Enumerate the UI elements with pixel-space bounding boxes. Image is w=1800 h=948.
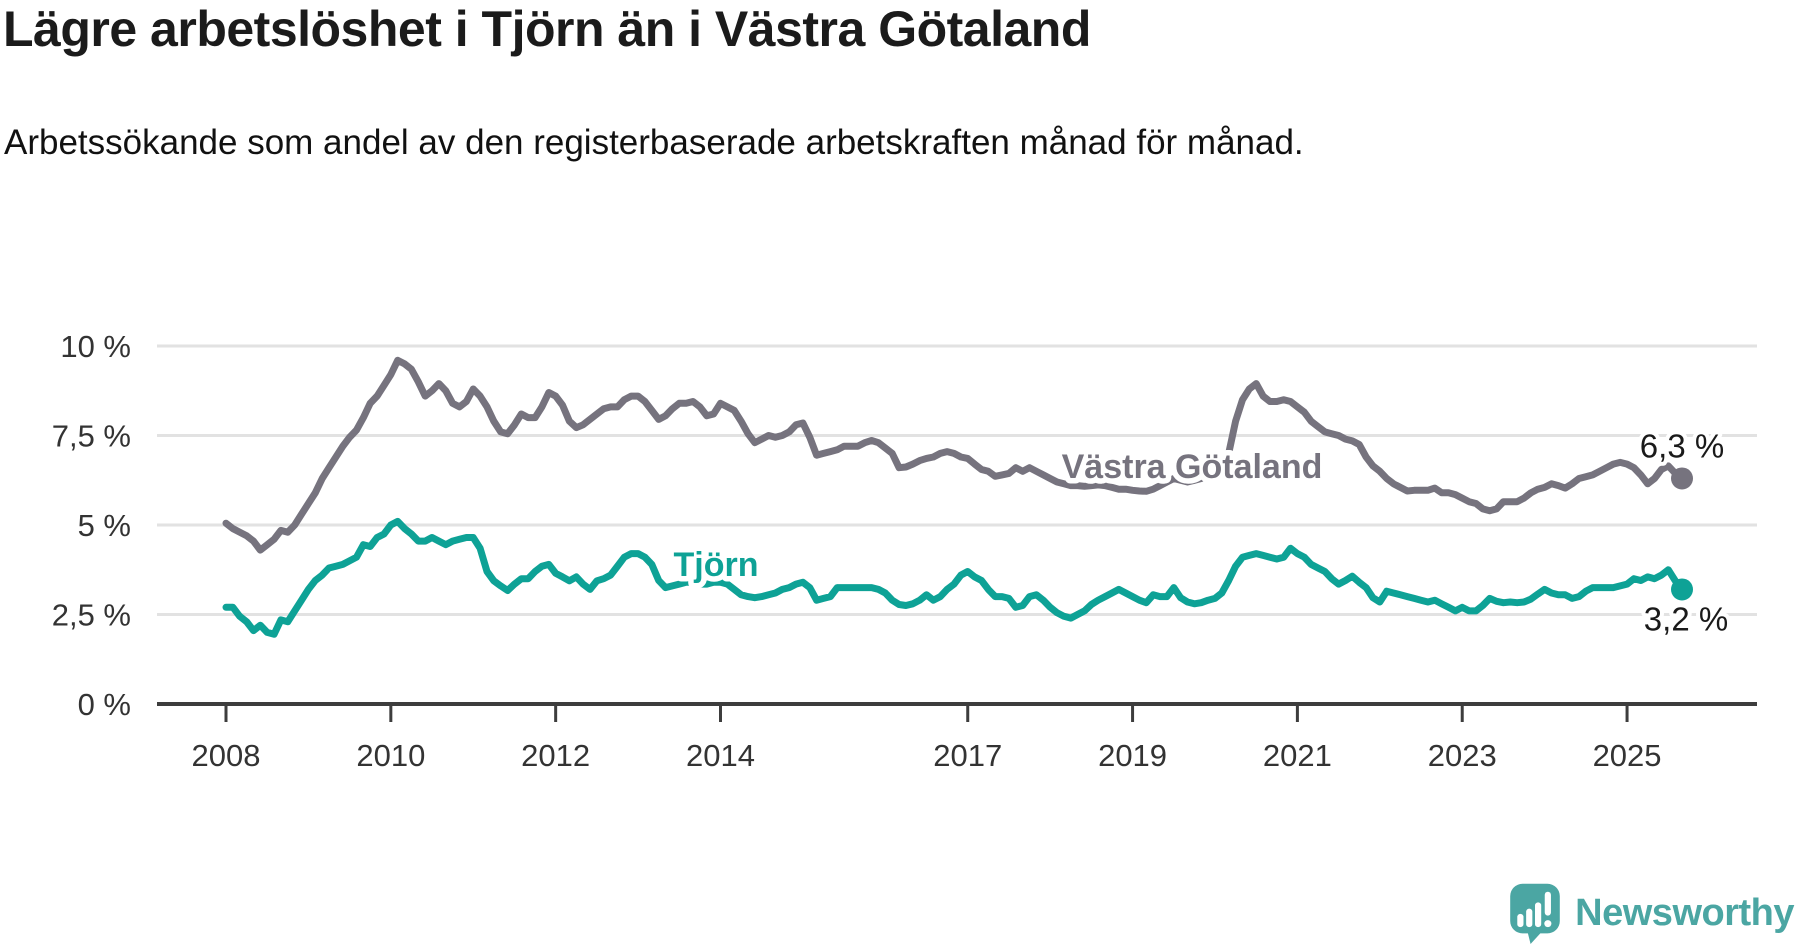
end-dot-tj-rn <box>1671 578 1693 601</box>
x-tick-label: 2012 <box>521 738 590 773</box>
x-tick-label: 2019 <box>1098 738 1167 773</box>
x-tick-label: 2021 <box>1263 738 1332 773</box>
end-dot-v-stra-g-taland <box>1671 467 1693 490</box>
x-tick-label: 2014 <box>686 738 755 773</box>
grid-lines <box>157 344 1757 616</box>
y-tick-label: 7,5 % <box>52 419 131 454</box>
exclamation-bar <box>1544 891 1552 916</box>
x-axis: 2008 2010 2012 2014 2017 2019 2021 2023 2025 <box>157 702 1757 773</box>
x-tick-label: 2010 <box>356 738 425 773</box>
end-value-label-tj-rn: 3,2 % <box>1644 600 1728 637</box>
end-value-label-v-stra-g-taland: 6,3 % <box>1640 427 1724 464</box>
x-tick-label: 2017 <box>933 738 1002 773</box>
newsworthy-logo-icon <box>1510 883 1560 944</box>
series-label-v-stra-g-taland: Västra Götaland <box>1062 448 1323 486</box>
series-line-tj-rn <box>222 517 1686 638</box>
chart-subtitle: Arbetssökande som andel av den registerb… <box>4 123 1304 162</box>
y-tick-label: 10 % <box>60 329 131 364</box>
series-line-v-stra-g-taland <box>222 356 1686 554</box>
x-tick-label: 2008 <box>192 738 261 773</box>
y-tick-label: 2,5 % <box>52 598 131 633</box>
x-tick-label: 2025 <box>1593 738 1662 773</box>
series-label-tj-rn: Tjörn <box>674 546 759 584</box>
chart-title: Lägre arbetslöshet i Tjörn än i Västra G… <box>3 1 1091 57</box>
y-axis-labels: 0 % 2,5 % 5 % 7,5 % 10 % <box>52 329 131 722</box>
newsworthy-logo-text: Newsworthy <box>1575 891 1794 934</box>
exclamation-dot <box>1544 920 1552 928</box>
y-tick-label: 0 % <box>78 687 131 722</box>
newsworthy-logo: Newsworthy <box>1508 882 1794 944</box>
bar-chart-glyph <box>1517 891 1552 928</box>
y-tick-label: 5 % <box>78 508 131 543</box>
x-tick-label: 2023 <box>1428 738 1497 773</box>
